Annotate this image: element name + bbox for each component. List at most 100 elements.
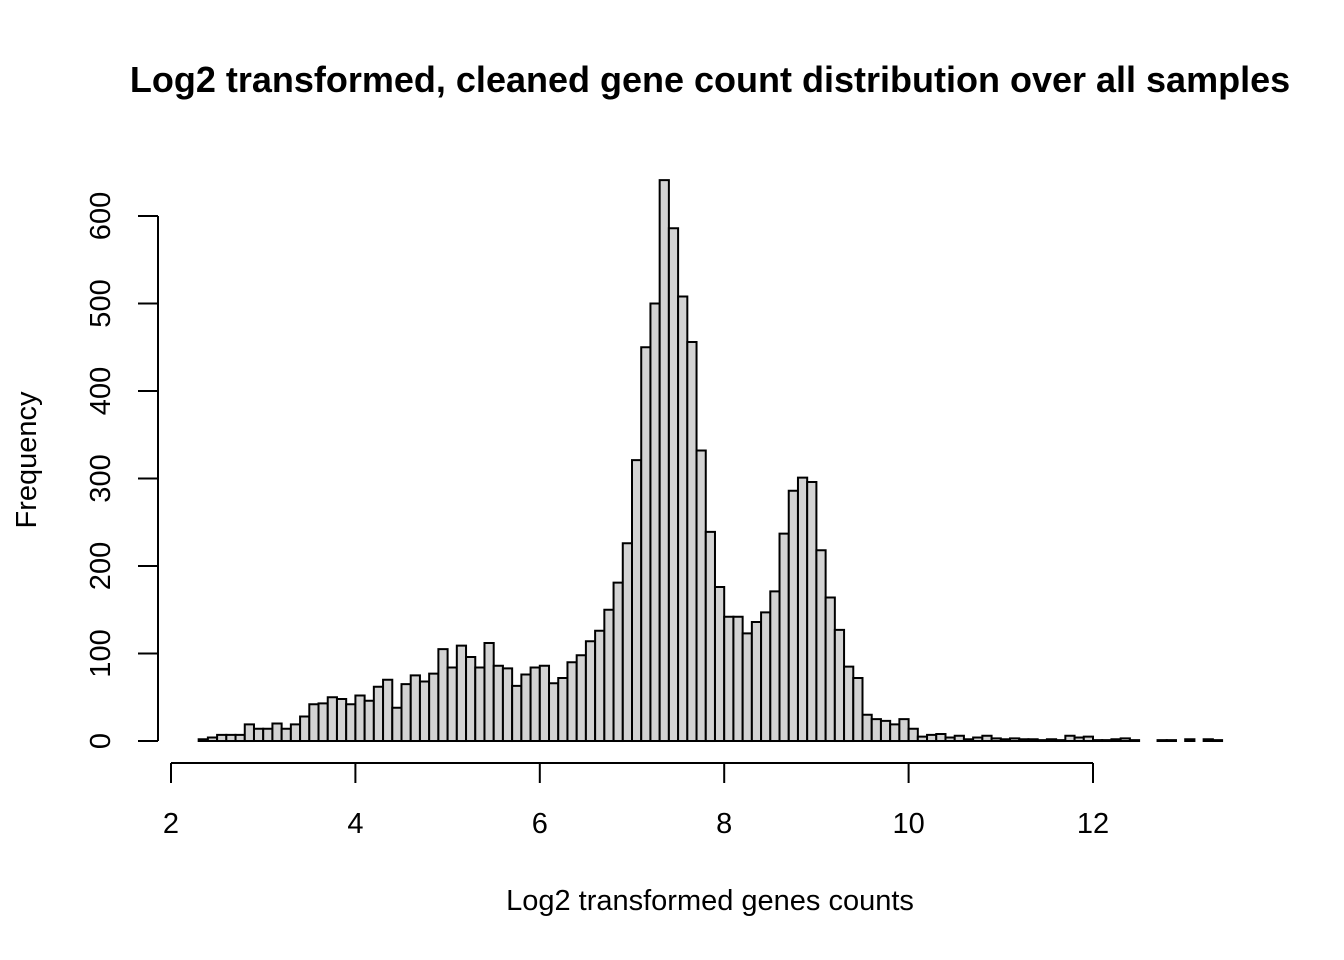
histogram-bar [1055,739,1067,743]
histogram-bar [1027,738,1039,742]
histogram-bar [501,667,514,743]
histogram-bar [972,736,984,742]
histogram-bar [557,677,569,742]
histogram-bar [741,632,753,743]
histogram-bar [492,664,504,742]
histogram-bar [1165,739,1177,743]
histogram-bar [206,736,219,742]
histogram-bar [732,615,744,742]
histogram-bar [363,699,375,742]
histogram-bar [677,295,689,742]
histogram-bar [225,733,237,743]
histogram-bar [852,677,864,742]
histogram-bar [667,227,680,742]
histogram-bar [787,489,799,742]
histogram-bar [409,674,421,743]
x-tick-label: 10 [892,808,924,840]
histogram-bar [317,702,329,743]
y-tick-label: 200 [85,542,117,590]
histogram-bar [271,722,283,742]
histogram-bar [1202,738,1214,742]
histogram-bar [704,530,716,743]
histogram-bar [815,549,827,742]
histogram-bar [400,683,412,743]
x-tick-label: 6 [532,808,548,840]
histogram-bar [907,727,919,742]
x-tick-label: 12 [1077,808,1109,840]
y-tick-label: 600 [85,192,117,240]
histogram-bar [262,727,274,742]
histogram-bar [843,665,855,743]
histogram-bar [1119,737,1131,743]
histogram-bar [1082,735,1095,743]
x-tick-label: 4 [347,808,363,840]
x-axis-ticks: 2 4 6 8 10 12 [163,763,1109,840]
histogram-bar [1018,738,1030,742]
y-axis-ticks: 0 100 200 300 400 500 600 [85,192,158,749]
histogram-bar [474,666,486,742]
histogram-bar [640,346,652,742]
x-tick-label: 2 [163,808,179,840]
histogram-bar [806,481,818,742]
histogram-bar [1036,739,1048,743]
histogram-bar [511,684,523,743]
y-tick-label: 400 [85,367,117,415]
histogram-bar [658,179,670,743]
histogram-bar [760,611,772,743]
histogram-bar [289,723,302,743]
y-tick-label: 0 [85,733,117,749]
histogram-bar [833,628,846,743]
histogram-bar [1092,739,1104,743]
histogram-bar [1009,737,1021,743]
histogram-bar [391,706,403,742]
histogram-bar [465,656,477,742]
histogram-bar [594,629,606,742]
histogram-bar [999,738,1012,742]
histogram-bar [584,640,597,742]
histogram-bar [1064,734,1076,742]
histogram-bar [299,715,311,742]
histogram-bar [603,608,615,742]
histogram-bar [548,682,560,742]
histogram-bar [981,734,993,742]
histogram-bar [529,666,541,742]
histogram-bar [418,680,431,742]
histogram-bar [483,642,495,742]
histogram-bar [962,738,975,742]
histogram-bar [916,735,929,743]
histogram-bar [621,542,634,742]
histogram-bar [889,723,901,743]
y-tick-label: 300 [85,454,117,502]
histogram-bar [990,737,1002,743]
histogram-bar [861,713,873,742]
histogram-bar [1110,738,1122,742]
histogram-bar [953,734,965,742]
histogram-bar [354,694,366,742]
y-axis-label: Frequency [11,391,43,529]
histogram-bar [935,733,947,742]
histogram-bar [538,664,551,742]
histogram-bar [649,302,661,742]
histogram-bar [428,672,440,743]
histogram-bar [723,615,735,742]
histogram-bar [778,532,790,743]
histogram-bar [575,654,587,742]
histogram-bar [520,673,532,742]
histogram-bar [870,718,882,743]
histogram-bar [713,586,726,742]
histogram-bar [326,696,338,742]
chart-title: Log2 transformed, cleaned gene count dis… [130,59,1290,100]
histogram-bars [197,179,1224,743]
histogram-bar [1211,739,1224,743]
histogram-bar [566,661,578,742]
histogram-bar [926,733,938,743]
histogram-bar [335,698,348,742]
histogram-bar [446,666,458,742]
x-tick-label: 8 [716,808,732,840]
histogram-bar [750,621,763,742]
histogram-bar [243,723,255,743]
histogram-bar [879,719,892,743]
histogram-bar [944,736,956,742]
histogram-bar [372,685,385,742]
histogram-bar [455,644,468,743]
